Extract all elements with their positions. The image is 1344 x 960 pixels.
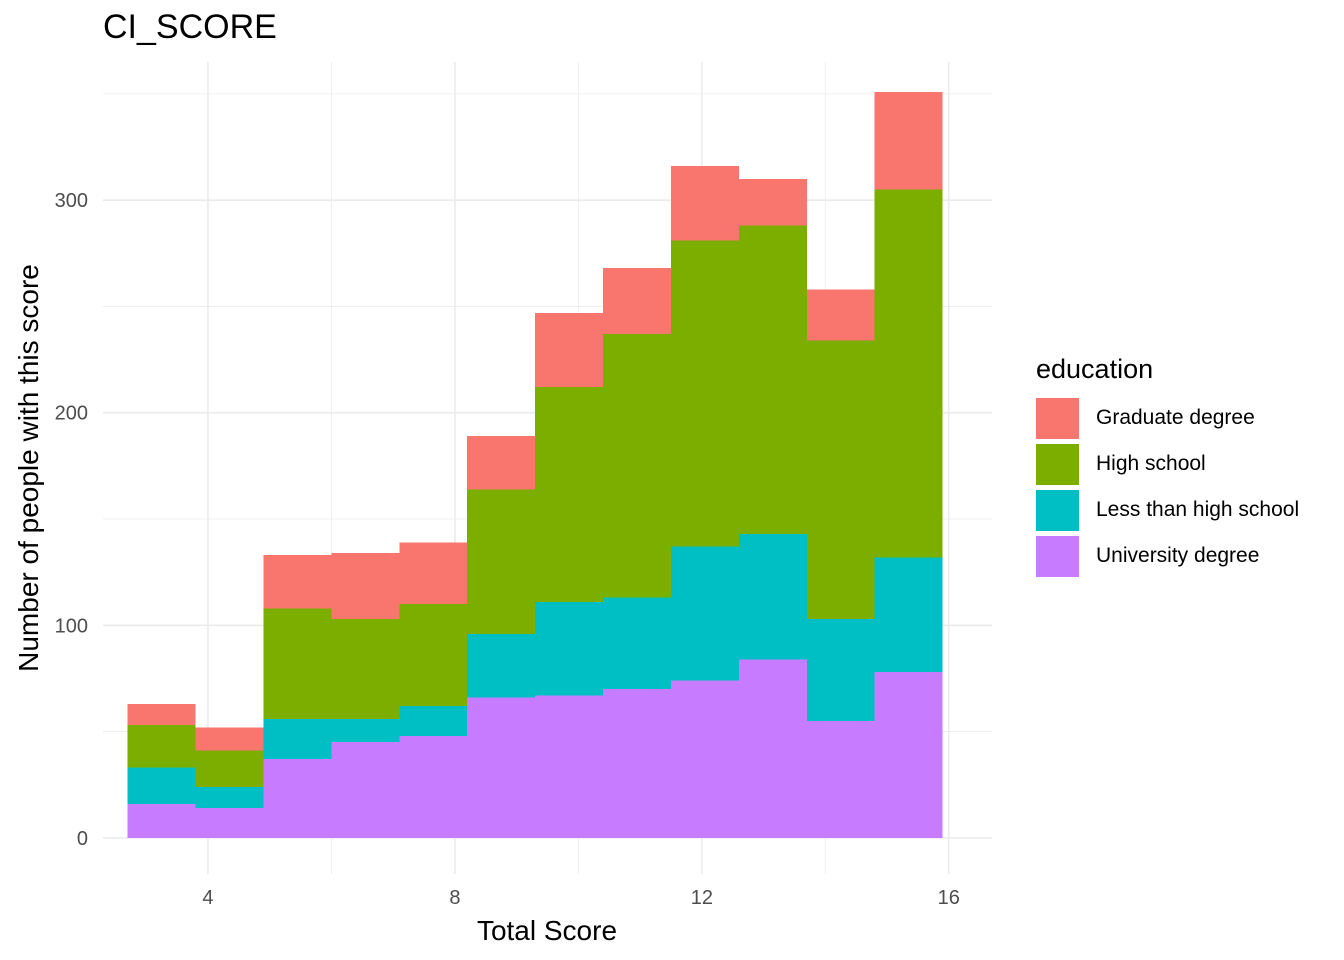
bar-less-than-high-school	[399, 706, 468, 736]
bar-high-school	[195, 750, 264, 787]
bar-graduate-degree	[399, 542, 468, 605]
y-axis-title: Number of people with this score	[13, 264, 44, 672]
legend-items: Graduate degree High school Less than high…	[1036, 395, 1299, 579]
bar-university-degree	[263, 759, 332, 838]
bar-high-school	[399, 604, 468, 707]
bar-graduate-degree	[603, 268, 671, 335]
bar-university-degree	[127, 803, 196, 838]
bar-graduate-degree	[195, 727, 264, 751]
bar-high-school	[467, 489, 536, 634]
bar-high-school	[127, 725, 196, 768]
legend-item-graduate-degree: Graduate degree	[1036, 395, 1299, 441]
x-tick-label: 16	[938, 887, 960, 909]
bar-high-school	[670, 240, 739, 547]
chart-title: CI_SCORE	[103, 8, 277, 46]
bars	[127, 91, 943, 838]
legend-key-swatch	[1036, 489, 1079, 531]
x-tick-label: 12	[691, 887, 713, 909]
bar-less-than-high-school	[127, 767, 196, 804]
bar-less-than-high-school	[874, 557, 943, 673]
y-tick-label: 300	[55, 190, 88, 212]
bar-less-than-high-school	[603, 597, 671, 690]
bar-university-degree	[874, 672, 943, 838]
bar-university-degree	[331, 742, 400, 838]
bar-high-school	[806, 340, 875, 619]
bar-less-than-high-school	[331, 718, 400, 743]
bar-university-degree	[806, 720, 875, 838]
bar-less-than-high-school	[535, 601, 604, 696]
bar-graduate-degree	[738, 178, 807, 226]
legend-key-swatch	[1036, 397, 1079, 439]
legend-key-swatch	[1036, 443, 1079, 485]
bar-less-than-high-school	[195, 786, 264, 809]
bar-graduate-degree	[806, 289, 875, 341]
bar-graduate-degree	[670, 166, 739, 241]
bar-university-degree	[535, 695, 604, 838]
bar-high-school	[535, 387, 604, 602]
bar-high-school	[738, 225, 807, 534]
bar-less-than-high-school	[738, 533, 807, 660]
bar-high-school	[263, 608, 332, 719]
legend-label: University degree	[1096, 544, 1260, 567]
bar-graduate-degree	[263, 555, 332, 609]
bar-less-than-high-school	[263, 718, 332, 760]
legend-item-high-school: High school	[1036, 441, 1299, 487]
legend-label: High school	[1096, 452, 1206, 475]
bar-less-than-high-school	[467, 633, 536, 698]
bar-graduate-degree	[874, 91, 943, 190]
bar-university-degree	[467, 697, 536, 838]
legend-label: Graduate degree	[1096, 406, 1255, 429]
bar-university-degree	[195, 808, 264, 838]
bar-university-degree	[670, 680, 739, 838]
bar-graduate-degree	[331, 553, 400, 619]
legend-item-less-than-high-school: Less than high school	[1036, 487, 1299, 533]
legend-title: education	[1036, 354, 1154, 384]
bar-university-degree	[738, 659, 807, 838]
bar-university-degree	[603, 689, 671, 838]
x-axis-title: Total Score	[477, 915, 617, 946]
y-tick-label: 100	[55, 615, 88, 637]
bar-less-than-high-school	[670, 546, 739, 681]
y-tick-label: 0	[77, 828, 88, 850]
bar-high-school	[603, 334, 671, 598]
bar-university-degree	[399, 735, 468, 838]
legend-item-university-degree: University degree	[1036, 533, 1299, 579]
legend: education Graduate degree High school Less…	[1036, 354, 1299, 579]
bar-graduate-degree	[127, 703, 196, 726]
bar-less-than-high-school	[806, 618, 875, 721]
bar-graduate-degree	[535, 312, 604, 388]
x-tick-label: 8	[449, 887, 460, 909]
bar-high-school	[331, 618, 400, 719]
x-tick-label: 4	[202, 887, 213, 909]
bar-high-school	[874, 189, 943, 558]
y-tick-label: 200	[55, 403, 88, 425]
legend-label: Less than high school	[1096, 498, 1300, 521]
legend-key-swatch	[1036, 535, 1079, 577]
tick-labels: 4 8 12 16 0 100 200 300	[55, 190, 960, 909]
bar-graduate-degree	[467, 436, 536, 490]
